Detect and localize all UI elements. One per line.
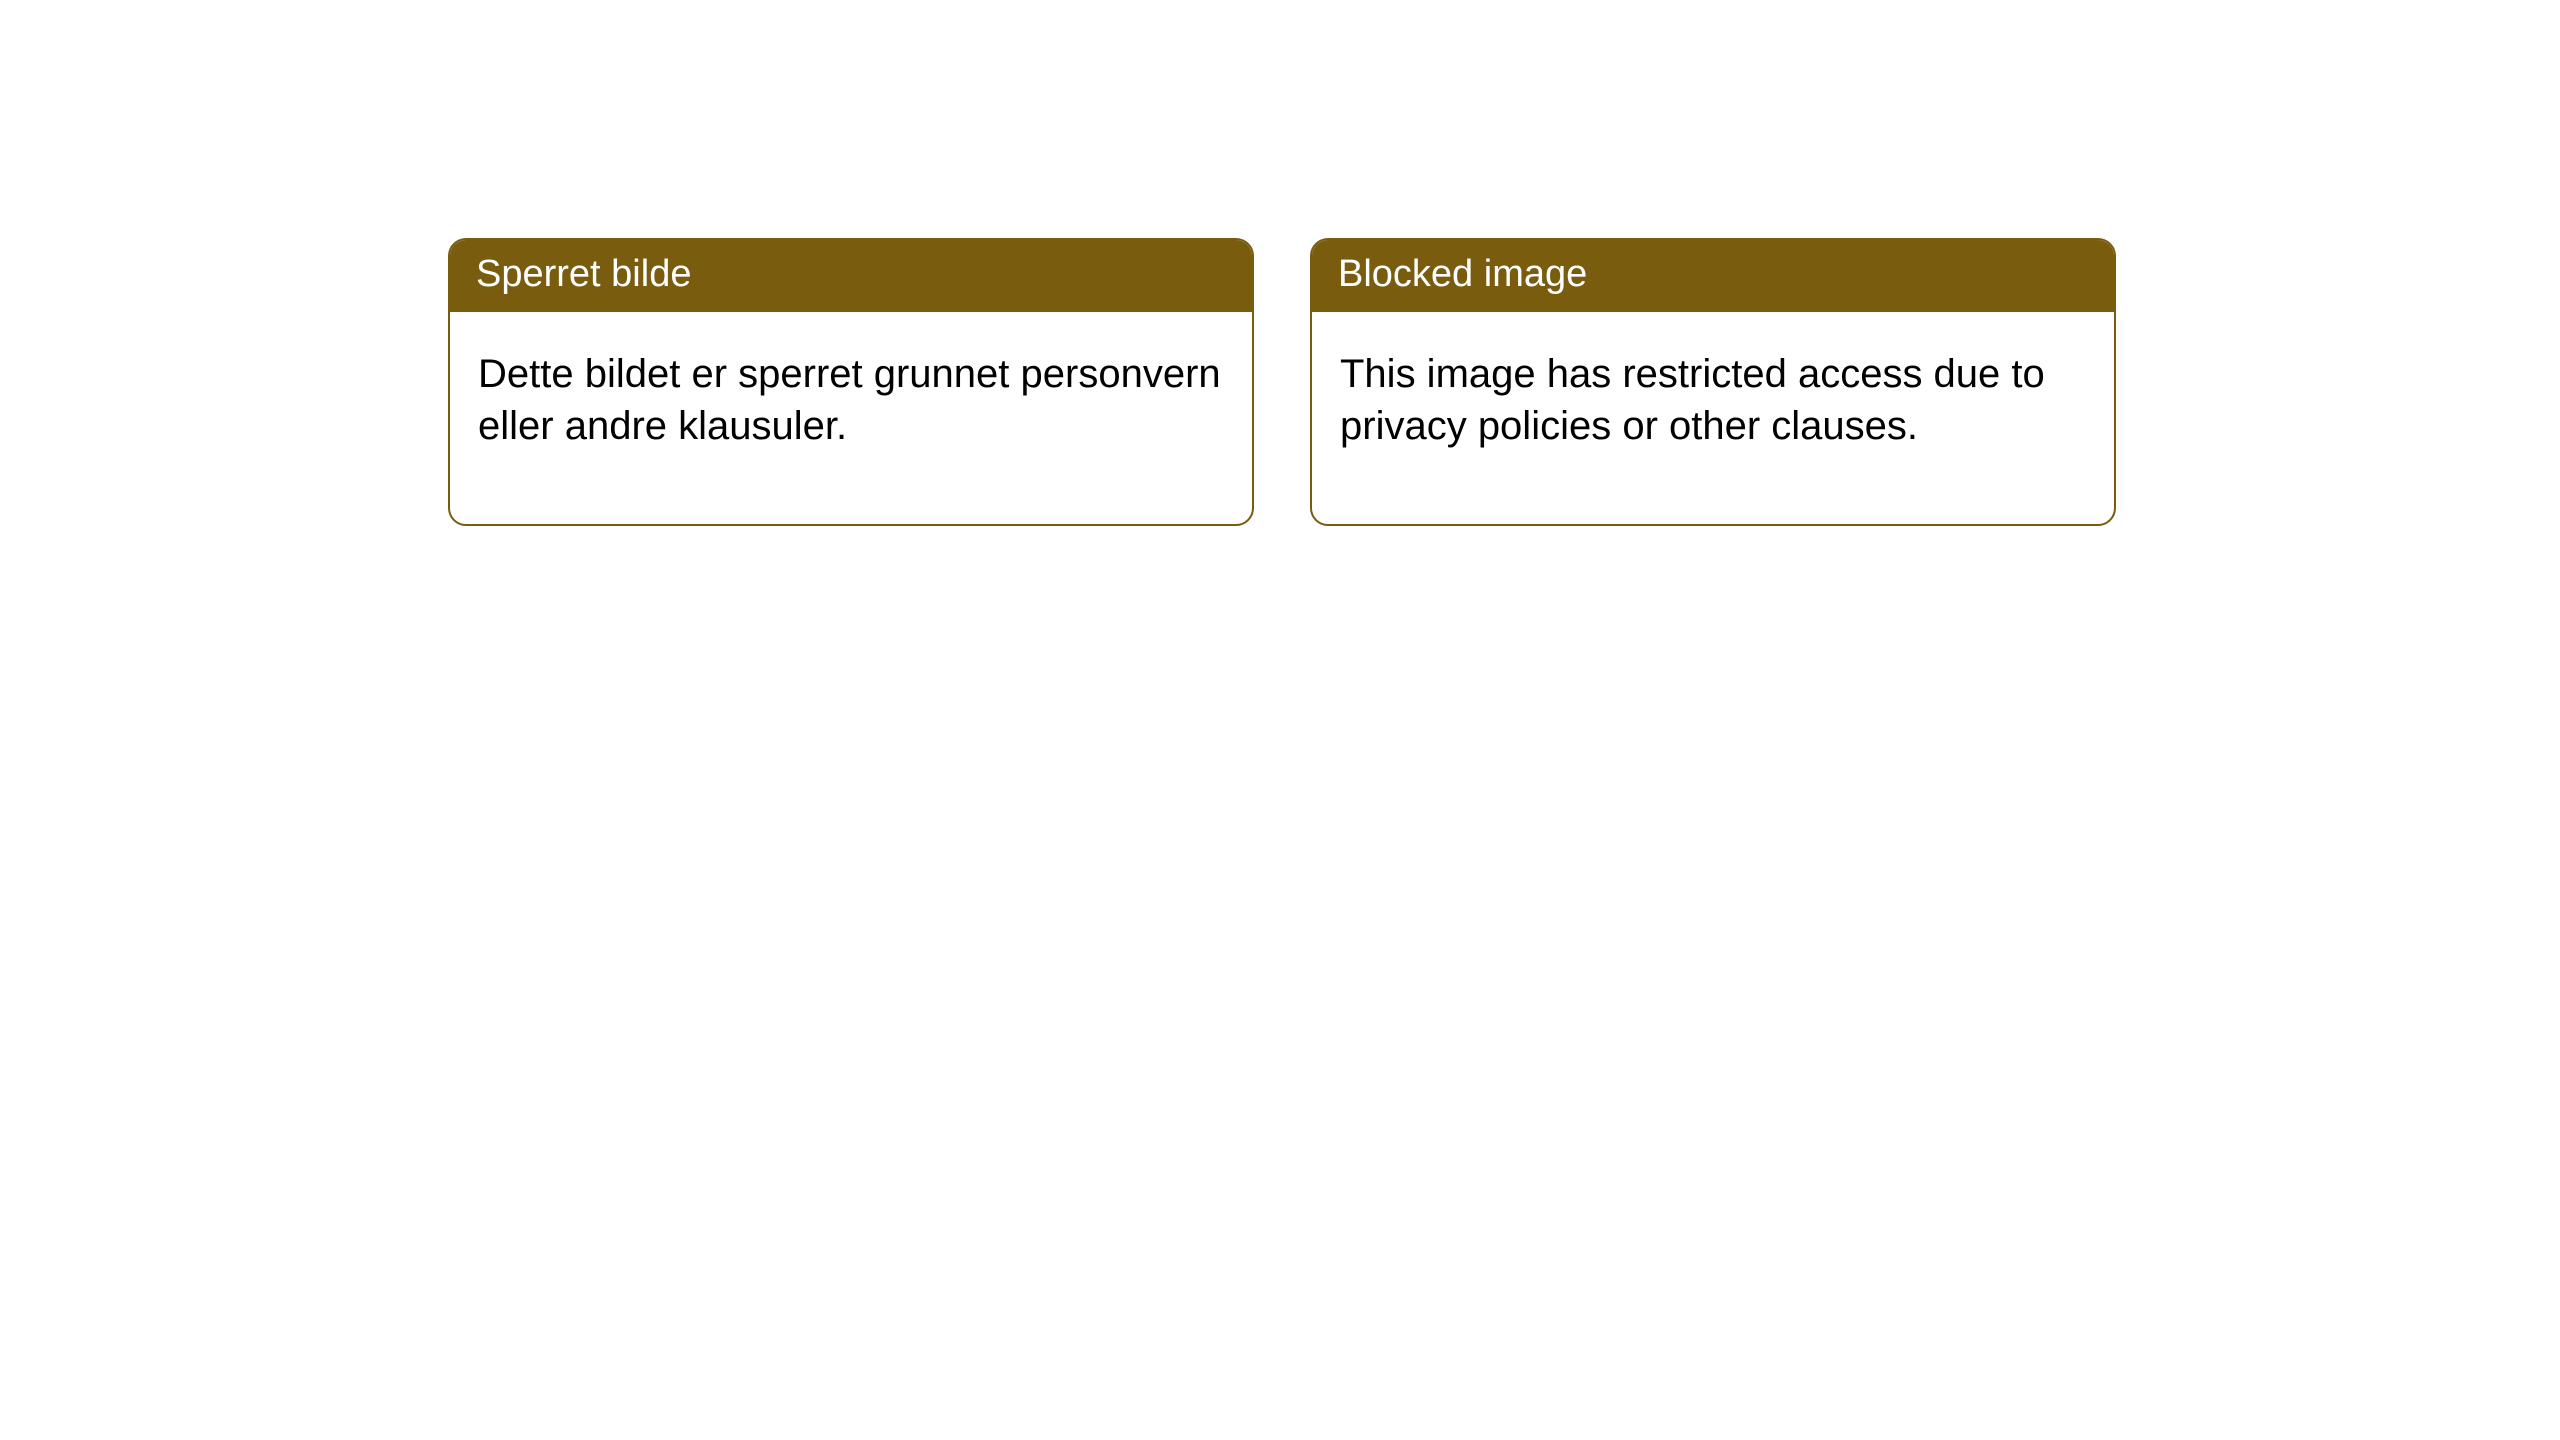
- notice-card-norwegian: Sperret bilde Dette bildet er sperret gr…: [448, 238, 1254, 526]
- notice-title: Blocked image: [1338, 253, 1587, 295]
- notice-header: Sperret bilde: [450, 240, 1252, 312]
- notice-body: Dette bildet er sperret grunnet personve…: [450, 312, 1252, 524]
- notice-title: Sperret bilde: [476, 253, 691, 295]
- notice-body-text: This image has restricted access due to …: [1340, 352, 2045, 448]
- notice-card-english: Blocked image This image has restricted …: [1310, 238, 2116, 526]
- notice-body-text: Dette bildet er sperret grunnet personve…: [478, 352, 1221, 448]
- notice-header: Blocked image: [1312, 240, 2114, 312]
- notice-body: This image has restricted access due to …: [1312, 312, 2114, 524]
- notice-container: Sperret bilde Dette bildet er sperret gr…: [448, 238, 2116, 526]
